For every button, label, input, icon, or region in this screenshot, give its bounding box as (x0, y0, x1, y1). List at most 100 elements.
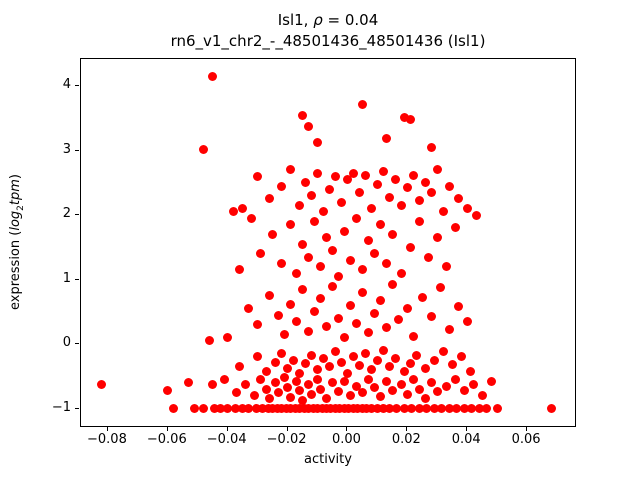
y-tick-label: 2 (62, 206, 71, 222)
x-tick-mark (346, 427, 348, 431)
scatter-point (215, 404, 225, 414)
y-tick-mark (75, 214, 79, 216)
scatter-point (378, 166, 388, 176)
scatter-point (327, 281, 337, 291)
scatter-point (277, 349, 287, 359)
x-tick-mark (166, 427, 168, 431)
scatter-point (372, 404, 382, 414)
scatter-point (304, 379, 314, 389)
scatter-point (310, 307, 320, 317)
scatter-point (441, 381, 451, 391)
scatter-point (351, 318, 361, 328)
scatter-point (453, 302, 463, 312)
scatter-point (378, 346, 388, 356)
scatter-point (392, 404, 402, 414)
scatter-point (220, 375, 230, 385)
scatter-point (459, 404, 469, 414)
title-gene: Isl1, (277, 11, 314, 29)
scatter-point (450, 223, 460, 233)
y-tick-label: 1 (62, 270, 71, 286)
plot-area (80, 58, 576, 427)
scatter-point (313, 168, 323, 178)
scatter-point (432, 233, 442, 243)
scatter-point (298, 110, 308, 120)
scatter-point (444, 325, 454, 335)
scatter-point (190, 404, 200, 414)
scatter-point (330, 171, 340, 181)
scatter-point (235, 265, 245, 275)
scatter-point (357, 99, 367, 109)
scatter-point (414, 196, 424, 206)
scatter-point (307, 191, 317, 201)
scatter-point (399, 112, 409, 122)
scatter-point (423, 252, 433, 262)
scatter-point (339, 376, 349, 386)
scatter-point (253, 320, 263, 330)
chart-title: Isl1, ρ = 0.04 (80, 10, 576, 31)
scatter-point (265, 194, 275, 204)
scatter-point (396, 200, 406, 210)
y-tick-mark (75, 278, 79, 280)
scatter-point (384, 362, 394, 372)
scatter-point (414, 217, 424, 227)
scatter-point (420, 394, 430, 404)
scatter-point (307, 389, 317, 399)
scatter-point (422, 404, 432, 414)
scatter-point (274, 310, 284, 320)
y-axis-label-close: ) (8, 174, 24, 180)
scatter-point (232, 387, 242, 397)
scatter-point (304, 252, 314, 262)
y-tick-label: 4 (62, 77, 71, 93)
scatter-point (324, 184, 334, 194)
scatter-point (384, 404, 394, 414)
scatter-point (292, 376, 302, 386)
x-axis-label: activity (304, 452, 352, 467)
scatter-point (477, 391, 487, 401)
scatter-point (169, 404, 179, 414)
scatter-point (313, 375, 323, 385)
scatter-point (280, 329, 290, 339)
scatter-point (372, 355, 382, 365)
y-tick-label: 3 (62, 141, 71, 157)
scatter-point (492, 404, 502, 414)
title-rho-symbol: ρ (313, 11, 323, 29)
scatter-point (381, 134, 391, 144)
scatter-point (184, 378, 194, 388)
scatter-point (327, 378, 337, 388)
scatter-point (163, 386, 173, 396)
x-tick-mark (286, 427, 288, 431)
scatter-point (289, 355, 299, 365)
scatter-point (324, 362, 334, 372)
scatter-point (378, 404, 388, 414)
scatter-point (432, 165, 442, 175)
scatter-point (432, 387, 442, 397)
scatter-point (351, 381, 361, 391)
scatter-point (414, 384, 424, 394)
scatter-point (408, 170, 418, 180)
scatter-point (208, 379, 218, 389)
scatter-point (253, 352, 263, 362)
scatter-point (546, 404, 556, 414)
scatter-point (405, 115, 415, 125)
scatter-point (366, 365, 376, 375)
scatter-point (372, 179, 382, 189)
scatter-point (316, 294, 325, 304)
x-tick-label: −0.08 (87, 432, 127, 447)
y-tick-mark (75, 343, 79, 345)
scatter-point (360, 170, 370, 180)
scatter-point (482, 404, 492, 414)
scatter-point (251, 404, 261, 414)
x-tick-label: −0.04 (206, 432, 247, 447)
scatter-point (301, 358, 311, 368)
scatter-point (471, 210, 481, 220)
scatter-point (363, 375, 373, 385)
scatter-point (304, 326, 314, 336)
scatter-point (375, 220, 385, 230)
scatter-point (319, 353, 328, 363)
scatter-point (256, 249, 266, 259)
scatter-point (402, 389, 412, 399)
scatter-point (298, 284, 308, 294)
scatter-point (345, 255, 355, 265)
title-block: Isl1, ρ = 0.04 rn6_v1_chr2_-_48501436_48… (80, 10, 576, 52)
scatter-point (414, 404, 424, 414)
